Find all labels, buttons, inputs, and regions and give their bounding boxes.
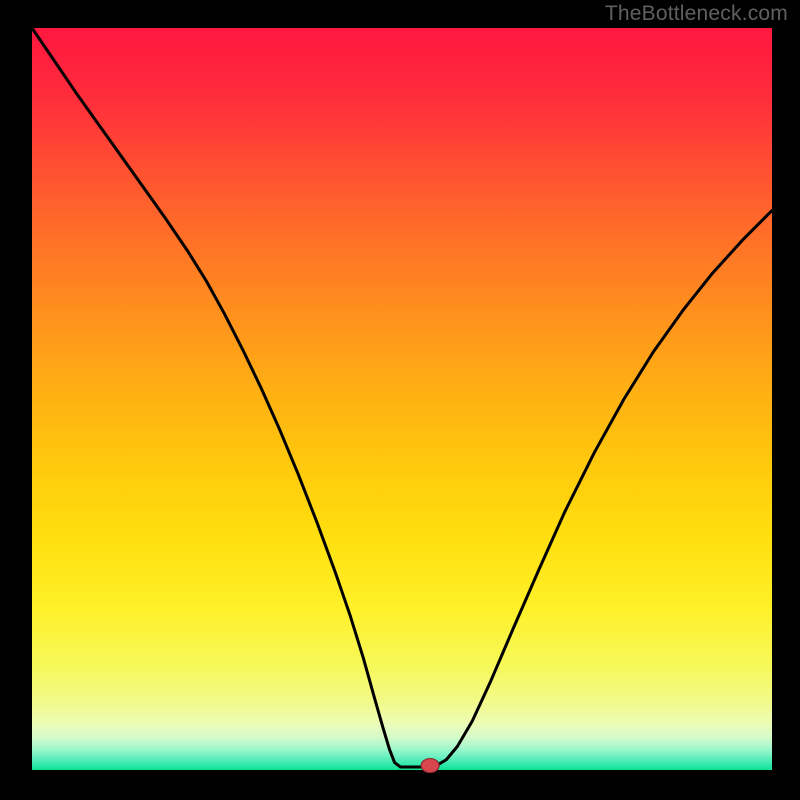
- plot-area: [32, 28, 772, 770]
- bottleneck-curve-chart: [0, 0, 800, 800]
- optimal-point-marker: [421, 759, 439, 773]
- chart-stage: TheBottleneck.com: [0, 0, 800, 800]
- watermark-text: TheBottleneck.com: [605, 2, 788, 26]
